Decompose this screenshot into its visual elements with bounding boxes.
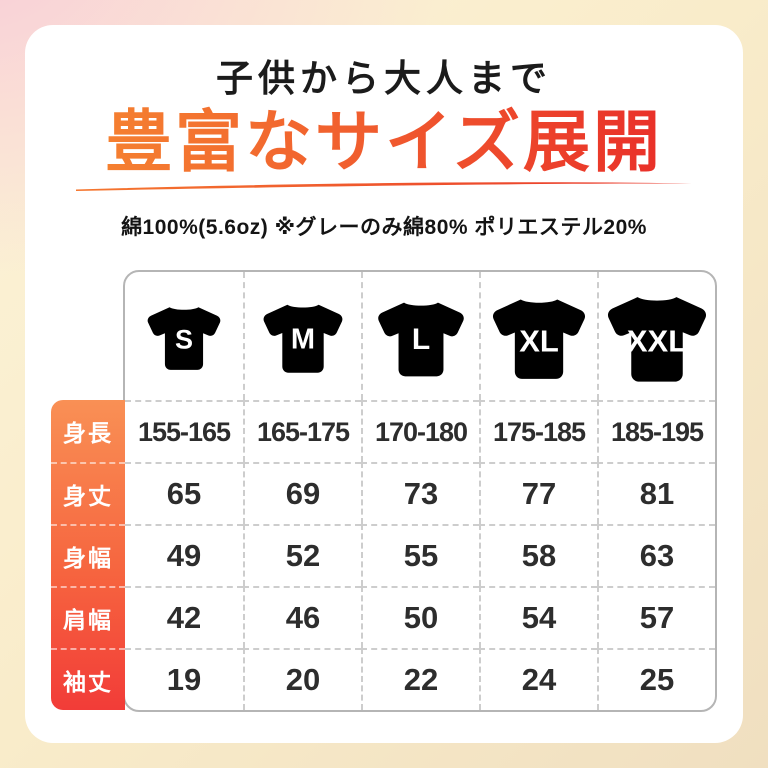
table-cell-shoulder-xl: 54: [479, 586, 597, 648]
row-label-sleeve: 袖丈: [51, 648, 125, 710]
table-cell-height-m: 165-175: [243, 400, 361, 462]
table-cell-sleeve-xl: 24: [479, 648, 597, 710]
tshirt-xxl: XXL: [596, 285, 715, 387]
size-column-header-l: L: [361, 272, 479, 400]
table-cell-width-xxl: 63: [597, 524, 715, 586]
table-cell-sleeve-xxl: 25: [597, 648, 715, 710]
table-cell-shoulder-m: 46: [243, 586, 361, 648]
size-letter: XXL: [626, 323, 688, 359]
size-letter: L: [411, 323, 431, 357]
size-column-header-m: M: [243, 272, 361, 400]
table-cell-length-s: 65: [125, 462, 243, 524]
row-label-length: 身丈: [51, 462, 125, 524]
table-cell-height-xl: 175-185: [479, 400, 597, 462]
table-cell-shoulder-s: 42: [125, 586, 243, 648]
table-cell-length-xl: 77: [479, 462, 597, 524]
size-column-header-xl: XL: [479, 272, 597, 400]
tshirt-m: M: [254, 295, 352, 377]
table-cell-sleeve-s: 19: [125, 648, 243, 710]
tshirt-s: S: [139, 298, 229, 374]
table-cell-height-l: 170-180: [361, 400, 479, 462]
row-label-width: 身幅: [51, 524, 125, 586]
table-cell-length-xxl: 81: [597, 462, 715, 524]
subtitle-top: 子供から大人まで: [216, 59, 552, 100]
table-cell-width-m: 52: [243, 524, 361, 586]
material-note: 綿100%(5.6oz) ※グレーのみ綿80% ポリエステル20%: [121, 216, 647, 239]
row-label-column: 身長 身丈 身幅 肩幅 袖丈: [51, 400, 125, 710]
tshirt-l: L: [368, 292, 474, 381]
table-cell-shoulder-xxl: 57: [597, 586, 715, 648]
table-cell-length-m: 69: [243, 462, 361, 524]
title-underline-swoosh: [76, 182, 692, 191]
table-cell-height-xxl: 185-195: [597, 400, 715, 462]
table-cell-length-l: 73: [361, 462, 479, 524]
size-letter: S: [174, 324, 194, 355]
table-cell-height-s: 155-165: [125, 400, 243, 462]
table-cell-width-l: 55: [361, 524, 479, 586]
row-label-height: 身長: [63, 420, 113, 446]
size-column-header-s: S: [125, 272, 243, 400]
size-table: S M L XL XXL 1: [123, 270, 717, 712]
size-letter: XL: [519, 323, 559, 359]
table-cell-width-s: 49: [125, 524, 243, 586]
tshirt-xl: XL: [482, 288, 596, 384]
table-cell-sleeve-l: 22: [361, 648, 479, 710]
page-title: 豊富なサイズ展開: [105, 88, 663, 185]
table-cell-width-xl: 58: [479, 524, 597, 586]
table-cell-shoulder-l: 50: [361, 586, 479, 648]
size-column-header-xxl: XXL: [597, 272, 715, 400]
table-cell-sleeve-m: 20: [243, 648, 361, 710]
size-letter: M: [290, 323, 316, 356]
row-label-shoulder: 肩幅: [51, 586, 125, 648]
